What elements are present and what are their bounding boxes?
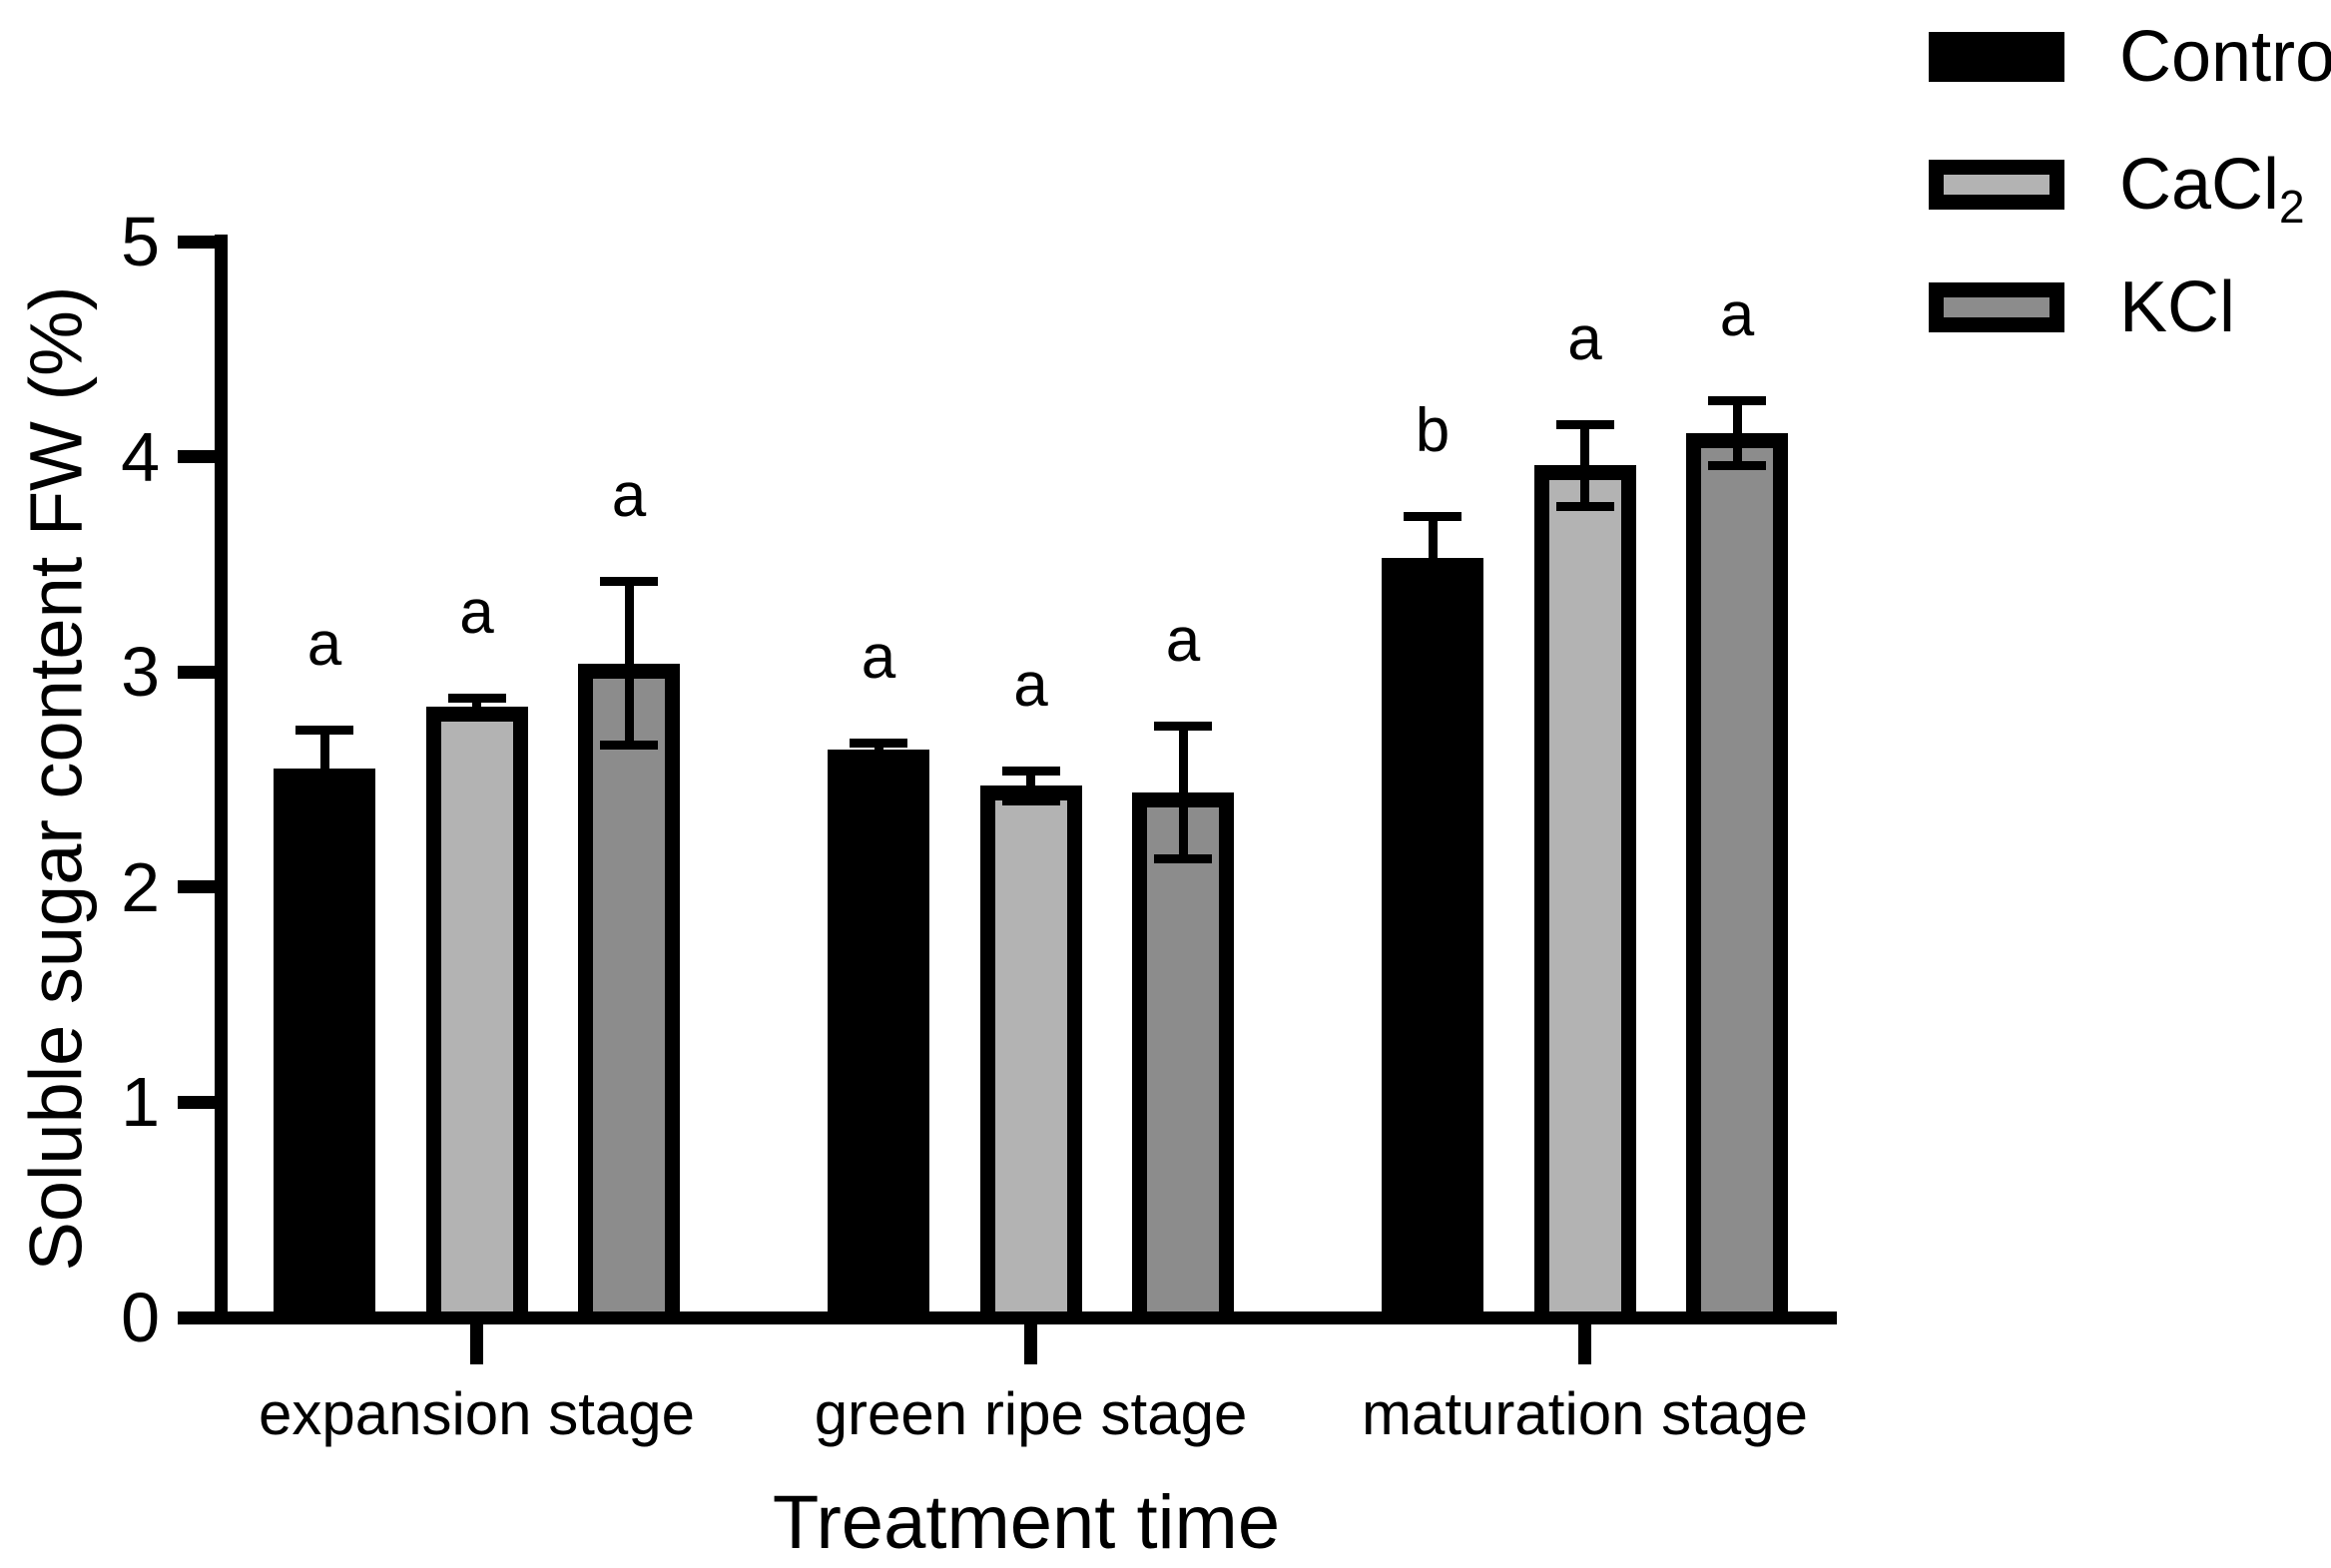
legend-swatch-kcl <box>1929 282 2064 332</box>
error-bar-cap-bottom-cacl-maturation-stage <box>1555 501 1614 511</box>
y-axis-title: Soluble sugar content FW (%) <box>14 285 98 1272</box>
x-tick-green-ripe-stage <box>1024 1323 1037 1364</box>
x-tick-maturation-stage <box>1578 1323 1591 1364</box>
error-bar-cap-bottom-kcl-green-ripe-stage <box>1154 854 1212 864</box>
error-bar-line-control-maturation-stage <box>1428 516 1438 599</box>
y-tick-label-5: 5 <box>121 203 160 280</box>
error-bar-cap-top-cacl-expansion-stage <box>447 693 506 703</box>
error-bar-cap-top-cacl-maturation-stage <box>1555 419 1614 429</box>
bar-cacl-green-ripe-stage <box>979 785 1082 1324</box>
legend-label-text: Control <box>2119 17 2331 97</box>
x-axis-line <box>178 1310 1837 1324</box>
error-bar-cap-bottom-kcl-expansion-stage <box>600 741 658 750</box>
error-bar-cap-bottom-cacl-green-ripe-stage <box>1001 796 1060 806</box>
bar-kcl-green-ripe-stage <box>1132 791 1234 1324</box>
y-tick-label-2: 2 <box>121 847 160 926</box>
y-tick-5 <box>178 235 215 249</box>
bar-cacl-maturation-stage <box>1533 465 1636 1324</box>
sig-letter-kcl-expansion-stage: a <box>611 461 647 531</box>
y-tick-label-4: 4 <box>121 417 160 496</box>
sig-letter-kcl-green-ripe-stage: a <box>1165 605 1201 675</box>
legend-label-text: KCl <box>2119 267 2236 347</box>
error-bar-line-kcl-green-ripe-stage <box>1178 726 1188 859</box>
bar-cacl-expansion-stage <box>425 706 528 1324</box>
y-tick-label-1: 1 <box>121 1063 160 1142</box>
error-bar-cap-bottom-cacl-expansion-stage <box>447 710 506 720</box>
legend-swatch-control <box>1929 32 2064 82</box>
y-tick-4 <box>178 450 215 464</box>
error-bar-cap-bottom-control-maturation-stage <box>1404 594 1461 604</box>
error-bar-cap-bottom-control-expansion-stage <box>295 802 353 812</box>
y-tick-1 <box>178 1095 215 1109</box>
sig-letter-control-expansion-stage: a <box>306 609 342 679</box>
legend-swatch-cacl <box>1929 160 2064 210</box>
sig-letter-control-green-ripe-stage: a <box>861 622 896 692</box>
bar-kcl-expansion-stage <box>578 663 680 1324</box>
error-bar-cap-top-kcl-maturation-stage <box>1708 396 1766 406</box>
error-bar-cap-top-kcl-green-ripe-stage <box>1154 721 1212 731</box>
bar-control-maturation-stage <box>1382 557 1483 1324</box>
error-bar-cap-bottom-control-green-ripe-stage <box>850 751 907 761</box>
error-bar-line-cacl-expansion-stage <box>472 698 481 716</box>
sig-letter-kcl-maturation-stage: a <box>1719 280 1755 350</box>
error-bar-line-kcl-expansion-stage <box>624 581 634 746</box>
y-tick-0 <box>178 1310 215 1324</box>
sig-letter-cacl-maturation-stage: a <box>1567 303 1602 373</box>
y-axis-line <box>215 235 228 1324</box>
error-bar-line-cacl-green-ripe-stage <box>1026 771 1035 801</box>
error-bar-line-cacl-maturation-stage <box>1580 424 1589 507</box>
x-category-label-expansion-stage: expansion stage <box>259 1380 695 1447</box>
bar-kcl-maturation-stage <box>1686 432 1788 1324</box>
x-category-label-green-ripe-stage: green ripe stage <box>814 1380 1248 1447</box>
y-tick-3 <box>178 665 215 679</box>
y-tick-label-3: 3 <box>121 633 160 712</box>
sig-letter-cacl-expansion-stage: a <box>459 577 494 647</box>
legend-label-subscript: 2 <box>2279 181 2305 233</box>
error-bar-cap-top-kcl-expansion-stage <box>600 577 658 587</box>
y-tick-2 <box>178 880 215 894</box>
x-tick-expansion-stage <box>470 1323 483 1364</box>
bar-control-green-ripe-stage <box>828 749 929 1324</box>
legend-label-text: CaCl <box>2119 145 2280 225</box>
bar-control-expansion-stage <box>274 769 375 1324</box>
error-bar-cap-top-control-maturation-stage <box>1404 512 1461 522</box>
error-bar-cap-top-control-expansion-stage <box>295 725 353 735</box>
error-bar-cap-top-cacl-green-ripe-stage <box>1001 766 1060 776</box>
sig-letter-control-maturation-stage: b <box>1415 396 1451 466</box>
error-bar-cap-bottom-kcl-maturation-stage <box>1708 460 1766 470</box>
x-axis-title: Treatment time <box>772 1480 1281 1565</box>
error-bar-cap-top-control-green-ripe-stage <box>850 738 907 748</box>
legend-label-control: Control <box>2119 21 2331 93</box>
error-bar-line-control-expansion-stage <box>319 730 329 808</box>
legend-label-kcl: KCl <box>2119 271 2235 343</box>
sig-letter-cacl-green-ripe-stage: a <box>1013 650 1048 720</box>
legend-label-cacl: CaCl2 <box>2119 149 2305 233</box>
x-category-label-maturation-stage: maturation stage <box>1362 1380 1808 1447</box>
error-bar-line-control-green-ripe-stage <box>874 743 883 757</box>
error-bar-line-kcl-maturation-stage <box>1732 400 1742 466</box>
y-tick-label-0: 0 <box>121 1279 160 1356</box>
